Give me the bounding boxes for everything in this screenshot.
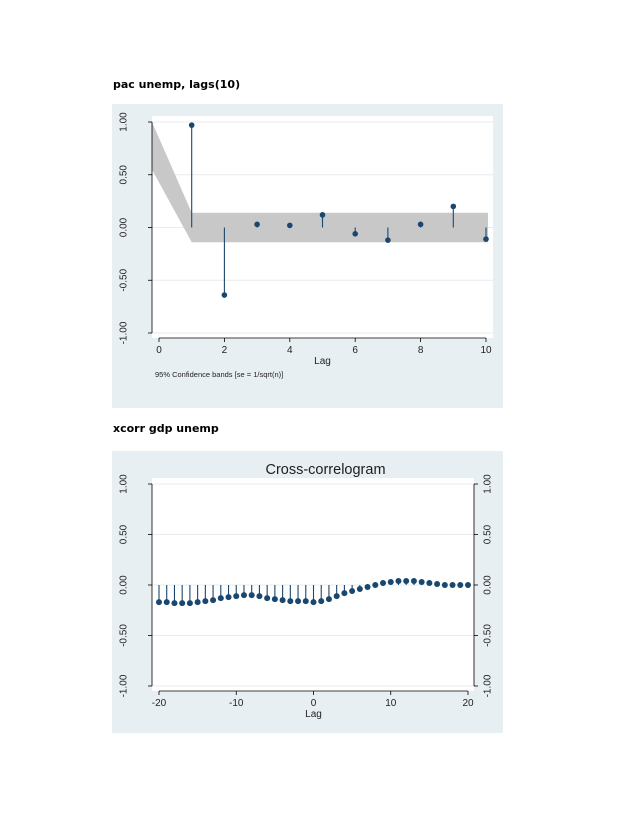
xcorr-y-tick-label-0: -1.00 (119, 674, 130, 697)
pac-x-tick-label-1: 2 (222, 345, 228, 356)
xcorr-right-y-tick-label-1: -0.50 (483, 624, 494, 647)
xcorr-point-15 (271, 596, 278, 603)
xcorr-point-24 (341, 590, 348, 597)
xcorr-point-37 (441, 582, 448, 588)
xcorr-point-33 (410, 577, 417, 584)
xcorr-right-y-tick-label-4: 1.00 (483, 474, 494, 494)
pac-point-0 (188, 122, 195, 128)
xcorr-x-tick-label-0: -20 (152, 698, 167, 709)
pac-x-axis-label: Lag (314, 356, 331, 367)
pac-confidence-band (152, 122, 488, 243)
xcorr-command-caption: xcorr gdp unemp (113, 422, 219, 435)
xcorr-y-tick-label-3: 0.50 (119, 524, 130, 544)
xcorr-point-14 (264, 595, 271, 602)
xcorr-point-1 (163, 599, 170, 606)
pac-x-tick-label-2: 4 (287, 345, 293, 356)
pac-chart-panel: -1.00 -0.50 0.00 0.50 1.00 0 2 4 6 8 10 Lag 95% Conf… (112, 104, 503, 408)
pac-point-5 (352, 231, 358, 237)
xcorr-point-8 (217, 595, 224, 602)
xcorr-point-10 (233, 593, 240, 600)
xcorr-point-35 (426, 579, 433, 586)
pac-y-tick-label-0: -1.00 (119, 321, 130, 344)
xcorr-point-18 (295, 598, 302, 605)
xcorr-right-y-tick-label-2: 0.00 (483, 575, 494, 595)
xcorr-point-26 (356, 586, 363, 593)
xcorr-point-34 (418, 578, 425, 585)
pac-chart-note: 95% Confidence bands [se = 1/sqrt(n)] (155, 370, 283, 379)
pac-command-caption: pac unemp, lags(10) (113, 78, 241, 91)
xcorr-point-6 (202, 598, 209, 605)
xcorr-x-axis-label: Lag (305, 709, 322, 720)
xcorr-x-tick-label-3: 10 (385, 698, 397, 709)
xcorr-y-tick-label-4: 1.00 (119, 474, 130, 494)
pac-point-9 (483, 236, 489, 242)
pac-y-tick-label-3: 0.50 (119, 165, 130, 185)
xcorr-point-5 (194, 599, 201, 606)
xcorr-point-28 (372, 582, 379, 588)
xcorr-point-13 (256, 593, 263, 600)
xcorr-y-tick-label-2: 0.00 (119, 575, 130, 595)
xcorr-point-29 (380, 579, 387, 586)
xcorr-point-23 (333, 593, 340, 600)
pac-x-tick-label-0: 0 (156, 345, 162, 356)
xcorr-point-12 (248, 592, 255, 599)
xcorr-point-36 (434, 580, 441, 587)
xcorr-point-11 (240, 592, 247, 599)
xcorr-point-16 (279, 597, 286, 604)
xcorr-x-tick-label-2: 0 (311, 698, 317, 709)
xcorr-point-3 (179, 600, 186, 607)
xcorr-chart-svg: -1.00 -0.50 0.00 0.50 1.00 -1.00 -0.50 0.00 0.50… (119, 462, 494, 720)
xcorr-chart-panel: -1.00 -0.50 0.00 0.50 1.00 -1.00 -0.50 0.00 0.50… (112, 451, 503, 733)
xcorr-chart-title: Cross-correlogram (265, 462, 385, 478)
xcorr-point-22 (325, 596, 332, 603)
xcorr-point-0 (156, 599, 162, 606)
pac-y-tick-label-2: 0.00 (119, 217, 130, 237)
xcorr-point-38 (449, 582, 456, 588)
pac-point-3 (287, 222, 293, 229)
xcorr-point-21 (318, 598, 325, 605)
xcorr-point-19 (302, 598, 309, 605)
xcorr-point-7 (210, 597, 217, 604)
pac-x-tick-label-3: 6 (352, 345, 358, 356)
pac-point-8 (450, 203, 457, 210)
xcorr-x-tick-label-1: -10 (229, 698, 244, 709)
pac-x-tick-label-4: 8 (418, 345, 424, 356)
xcorr-point-4 (186, 600, 193, 607)
xcorr-point-9 (225, 594, 232, 601)
pac-point-4 (319, 212, 326, 218)
xcorr-point-2 (171, 600, 178, 607)
pac-y-tick-label-1: -0.50 (119, 268, 130, 291)
xcorr-point-20 (310, 599, 317, 606)
pac-point-1 (221, 292, 228, 298)
xcorr-point-32 (403, 577, 410, 584)
xcorr-x-tick-label-4: 20 (462, 698, 474, 709)
xcorr-point-31 (395, 577, 402, 584)
xcorr-point-27 (364, 584, 371, 591)
xcorr-right-y-tick-label-0: -1.00 (483, 674, 494, 697)
xcorr-right-y-tick-label-3: 0.50 (483, 524, 494, 544)
pac-point-7 (417, 221, 424, 228)
pac-point-2 (254, 221, 260, 228)
xcorr-point-40 (465, 582, 471, 588)
xcorr-point-39 (457, 582, 464, 588)
pac-x-tick-label-5: 10 (480, 345, 492, 356)
pac-y-tick-label-4: 1.00 (119, 112, 130, 132)
xcorr-point-25 (349, 588, 356, 595)
pac-point-6 (385, 237, 391, 243)
xcorr-point-30 (387, 578, 394, 585)
pac-chart-svg: -1.00 -0.50 0.00 0.50 1.00 0 2 4 6 8 10 Lag 95% Conf… (119, 112, 493, 379)
xcorr-point-17 (287, 598, 294, 605)
xcorr-y-tick-label-1: -0.50 (119, 624, 130, 647)
